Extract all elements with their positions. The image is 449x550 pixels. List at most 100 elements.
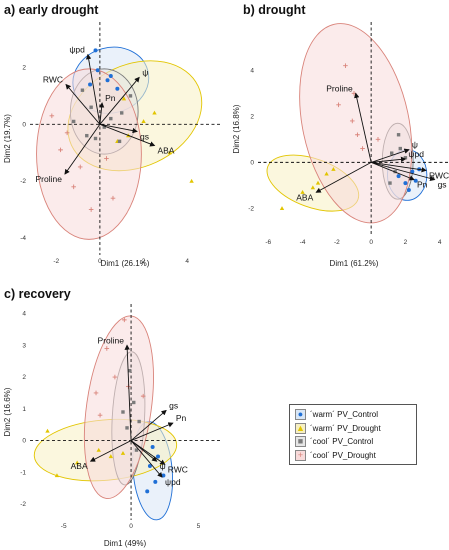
variable-label: ABA <box>296 192 313 202</box>
confidence-ellipse <box>299 23 413 224</box>
data-point <box>189 178 194 183</box>
variable-arrow <box>98 102 105 125</box>
y-tick-label: -2 <box>20 178 26 185</box>
variable-arrow <box>85 53 101 125</box>
variable-arrow <box>354 92 372 163</box>
chart-title: b) drought <box>243 3 306 17</box>
y-tick-label: -1 <box>20 469 26 476</box>
data-point <box>110 195 116 201</box>
variable-label: ABA <box>71 461 88 471</box>
data-point <box>71 184 76 190</box>
y-tick-label: 1 <box>22 406 26 413</box>
y-axis-label: Dim2 (16.6%) <box>3 387 12 436</box>
data-point <box>58 147 63 153</box>
data-point <box>93 136 98 141</box>
x-tick-label: 0 <box>369 239 373 246</box>
variable-arrow <box>64 124 101 175</box>
x-tick-label: -5 <box>61 523 67 530</box>
data-point <box>150 444 155 449</box>
variable-label: RWC <box>43 75 63 85</box>
data-point <box>125 426 129 430</box>
data-point <box>95 68 100 73</box>
data-point <box>93 390 99 396</box>
variable-label: RWC <box>168 464 188 474</box>
data-point <box>108 454 114 459</box>
data-point <box>396 133 401 137</box>
legend-item: + ´cool´ PV_Drought <box>295 449 416 463</box>
data-point <box>396 174 401 179</box>
data-point <box>122 317 127 323</box>
data-point <box>403 181 408 186</box>
variable-arrow <box>130 440 163 478</box>
variable-label: Proline <box>35 174 62 184</box>
variable-label: Proline <box>98 335 125 345</box>
y-tick-label: 4 <box>250 67 254 74</box>
data-point <box>132 400 136 405</box>
data-point <box>279 206 285 210</box>
variable-arrow <box>370 161 415 181</box>
variable-arrow <box>99 76 140 125</box>
y-tick-label: 4 <box>22 311 26 318</box>
x-tick-label: 2 <box>404 239 408 246</box>
data-point <box>102 125 106 129</box>
variable-label: Pn <box>417 180 428 190</box>
x-tick-label: 4 <box>438 239 442 246</box>
data-point <box>349 118 355 124</box>
confidence-ellipse <box>83 315 154 500</box>
data-point <box>137 419 141 424</box>
legend-key-cool-drought: + <box>295 449 306 461</box>
y-tick-label: 0 <box>22 438 26 445</box>
x-tick-label: -4 <box>300 239 306 246</box>
x-axis-label: Dim1 (61.2%) <box>330 259 379 268</box>
y-axis-label: Dim2 (19.7%) <box>3 114 12 163</box>
data-point <box>128 369 132 373</box>
data-point <box>117 139 122 144</box>
variable-arrow <box>130 440 158 462</box>
data-point <box>336 102 341 108</box>
data-point <box>45 428 50 433</box>
data-point <box>360 146 365 151</box>
x-tick-label: 0 <box>98 258 102 265</box>
x-tick-label: -6 <box>265 239 271 246</box>
data-point <box>300 189 305 194</box>
chart-title: a) early drought <box>4 3 99 17</box>
legend-item: ▲ ´warm´ PV_Drought <box>295 422 416 436</box>
variable-label: ψ <box>412 140 418 150</box>
data-point <box>147 464 152 468</box>
legend: ● ´warm´ PV_Control ▲ ´warm´ PV_Drought ■ ´… <box>289 404 417 465</box>
data-point <box>104 156 109 161</box>
y-tick-label: -4 <box>20 235 26 242</box>
y-tick-label: 2 <box>22 374 26 381</box>
data-point <box>88 207 94 212</box>
data-point <box>390 151 394 155</box>
data-point <box>331 166 336 171</box>
variable-label: gs <box>169 400 178 410</box>
variable-arrow <box>370 148 410 163</box>
data-point <box>388 181 392 185</box>
data-point <box>54 473 60 478</box>
data-point <box>77 164 83 170</box>
legend-label: ´cool´ PV_Drought <box>310 450 376 460</box>
variable-label: Proline <box>326 83 353 93</box>
data-point <box>343 63 348 69</box>
x-tick-label: 0 <box>129 523 133 530</box>
data-point <box>410 169 415 174</box>
variable-label: ψpd <box>408 149 424 159</box>
variable-arrow <box>371 161 436 182</box>
legend-item: ● ´warm´ PV_Control <box>295 408 416 422</box>
y-tick-label: 3 <box>22 342 26 349</box>
data-point <box>375 137 381 142</box>
data-point <box>128 94 133 98</box>
variable-label: ψpd <box>69 45 85 55</box>
x-axis-label: Dim1 (26.1%) <box>101 259 150 268</box>
data-point <box>167 150 172 155</box>
data-point <box>120 111 124 115</box>
data-point <box>121 410 125 414</box>
variable-label: Pn <box>176 413 187 423</box>
variable-arrow <box>99 123 156 147</box>
variable-label: ψpd <box>165 477 181 487</box>
legend-key-cool-control: ■ <box>295 436 306 448</box>
